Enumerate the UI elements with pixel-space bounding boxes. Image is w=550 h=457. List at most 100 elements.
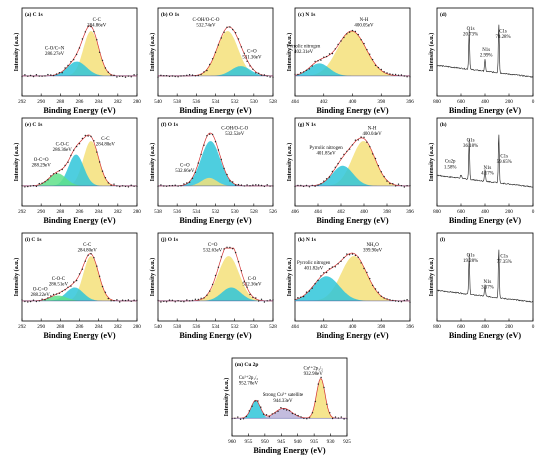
raw-data-point	[21, 185, 23, 187]
raw-data-point	[107, 71, 110, 73]
raw-data-point	[165, 185, 168, 187]
raw-data-point	[263, 301, 266, 303]
component-peak	[295, 141, 410, 186]
x-axis-label: Binding Energy (eV)	[179, 331, 252, 340]
raw-data-point	[406, 299, 408, 301]
raw-data-point	[397, 74, 400, 76]
raw-data-point	[302, 295, 305, 298]
raw-data-point	[194, 75, 197, 77]
raw-data-point	[337, 43, 339, 46]
raw-data-point	[234, 32, 237, 34]
peak-annotation: 286.51eV	[49, 282, 69, 287]
raw-data-point	[272, 299, 274, 301]
peak-annotation: Strong Cu²⁺ satellite	[263, 392, 303, 398]
raw-data-point	[98, 161, 101, 163]
raw-data-point	[32, 185, 35, 187]
raw-data-point	[220, 37, 222, 39]
raw-data-point	[27, 185, 29, 188]
raw-data-point	[58, 292, 61, 294]
component-peak	[295, 63, 410, 76]
raw-data-point	[73, 281, 75, 283]
raw-data-point	[101, 170, 104, 172]
raw-data-point	[229, 180, 231, 182]
raw-data-point	[35, 74, 38, 76]
raw-data-point	[337, 162, 339, 165]
raw-data-point	[35, 185, 38, 188]
panel-label: (f) O 1s	[161, 121, 178, 128]
x-tick-label: 0	[532, 99, 535, 105]
raw-data-point	[317, 60, 319, 62]
raw-data-point	[346, 253, 348, 255]
raw-data-point	[377, 165, 380, 167]
y-axis-label: Intensity (a.u.)	[149, 258, 156, 297]
raw-data-point	[314, 185, 316, 187]
raw-data-point	[73, 59, 75, 61]
raw-data-point	[67, 286, 69, 288]
y-axis-label: Intensity (a.u.)	[149, 33, 156, 72]
raw-data-point	[73, 149, 75, 151]
raw-data-point	[130, 184, 132, 186]
raw-data-point	[232, 248, 234, 250]
raw-data-point	[101, 59, 104, 62]
raw-data-point	[249, 65, 251, 67]
raw-data-point	[397, 300, 400, 303]
raw-data-point	[392, 73, 394, 76]
y-axis-label: Intensity (a.u.)	[428, 258, 435, 297]
raw-data-point	[268, 416, 271, 418]
raw-data-point	[229, 246, 231, 249]
peak-annotation: C=O	[208, 243, 218, 248]
raw-data-point	[110, 184, 112, 187]
raw-data-point	[354, 139, 357, 141]
panel-b: 540 538 536 534 532 530 528 Binding Energy (eV)…	[149, 7, 277, 115]
peak-annotation: 532.66eV	[175, 169, 195, 174]
raw-data-point	[400, 74, 403, 76]
raw-data-point	[331, 266, 334, 268]
raw-data-point	[203, 144, 205, 146]
x-tick-label: 200	[505, 209, 513, 215]
peak-annotation: Pyrrolic nitrogen	[287, 44, 321, 49]
raw-data-point	[277, 410, 279, 413]
raw-data-point	[211, 58, 214, 60]
x-tick-label: 534	[192, 209, 200, 215]
raw-data-point	[124, 76, 127, 78]
panel-label: (b) O 1s	[161, 11, 179, 18]
raw-data-point	[297, 414, 299, 417]
raw-data-point	[234, 251, 237, 254]
raw-data-point	[223, 248, 225, 250]
peak-annotation: N1s	[483, 280, 491, 285]
panel-frame	[21, 7, 138, 97]
peak-annotation: Pyrrolic nitrogen	[297, 261, 331, 266]
raw-data-point	[409, 301, 411, 303]
raw-data-point	[200, 73, 202, 76]
component-peak	[22, 173, 137, 186]
x-tick-label: 532	[231, 99, 239, 105]
raw-data-point	[374, 64, 377, 67]
raw-data-point	[348, 148, 351, 150]
x-tick-label: 960	[228, 439, 236, 445]
raw-data-point	[177, 300, 179, 302]
panel-c: 404 402 400 398 396 Binding Energy (eV) Intens…	[286, 7, 414, 115]
raw-data-point	[168, 75, 171, 78]
fit-envelope	[294, 252, 410, 302]
raw-data-point	[183, 183, 185, 185]
raw-data-point	[246, 286, 248, 288]
spectrum-line	[436, 249, 534, 303]
y-axis-label: Intensity (a.u.)	[286, 143, 293, 182]
raw-data-point	[374, 288, 377, 290]
raw-data-point	[311, 412, 314, 414]
panel-d: 800 600 400 200 0 Binding Energy (eV) Intensit…	[428, 7, 535, 115]
raw-data-point	[188, 181, 191, 183]
peak-annotation: C-C	[93, 18, 101, 23]
raw-data-point	[320, 376, 322, 379]
component-peak	[232, 400, 347, 419]
y-axis-label: Intensity (a.u.)	[13, 143, 20, 182]
raw-data-point	[239, 418, 242, 420]
raw-data-point	[24, 74, 26, 76]
raw-data-point	[240, 184, 243, 186]
x-tick-label: 280	[133, 99, 141, 105]
x-axis-label: Binding Energy (eV)	[179, 106, 252, 115]
raw-data-point	[27, 75, 29, 77]
raw-data-point	[340, 40, 342, 42]
panel-label: (e) C 1s	[25, 121, 42, 128]
raw-data-point	[251, 405, 253, 407]
